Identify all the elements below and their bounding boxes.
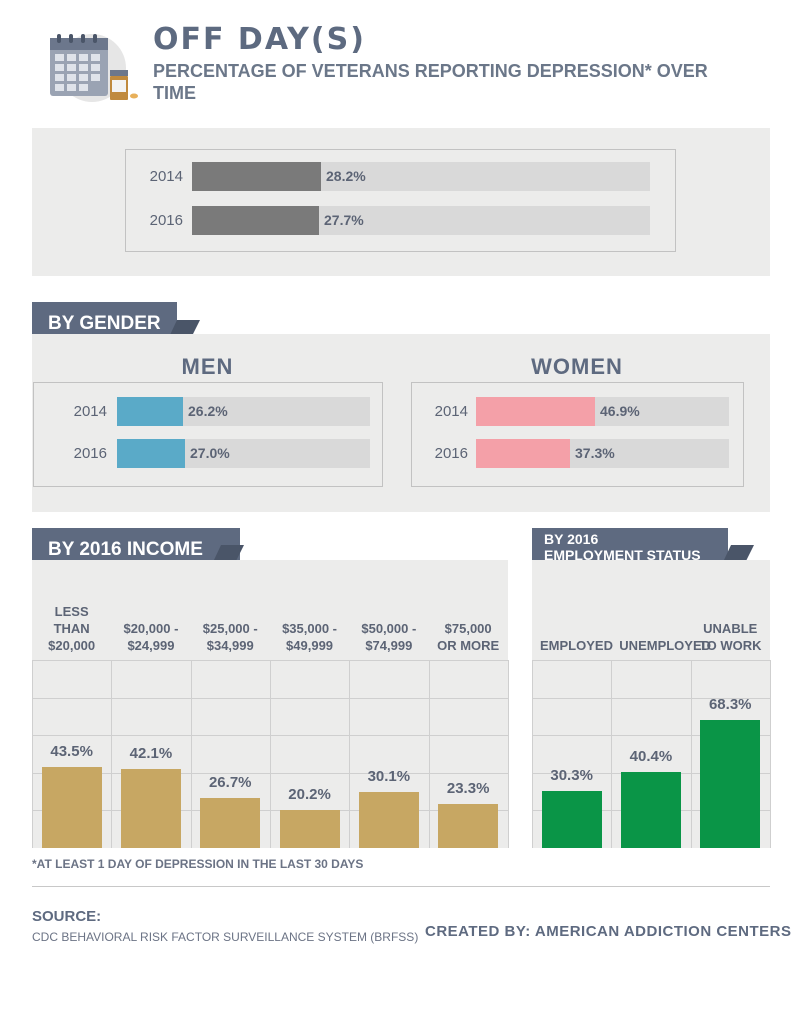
source-text: CDC BEHAVIORAL RISK FACTOR SURVEILLANCE … (32, 930, 418, 944)
women-value-label: 46.9% (600, 403, 640, 419)
overall-bar (192, 162, 321, 191)
income-value-label: 42.1% (111, 745, 190, 762)
income-grid-divider (508, 660, 509, 848)
employment-value-label: 30.3% (532, 767, 611, 784)
by-income-label: BY 2016 INCOME (48, 539, 203, 561)
income-value-label: 43.5% (32, 743, 111, 760)
header-illustration (44, 30, 144, 102)
men-heading: MEN (33, 354, 382, 380)
employment-grid-divider (691, 660, 692, 848)
income-value-label: 20.2% (270, 786, 349, 803)
employment-grid-divider (532, 660, 533, 848)
page-title: OFF DAY(S) (153, 22, 366, 57)
income-category-label: LESS THAN $20,000 (32, 603, 111, 654)
income-bar (42, 767, 102, 848)
income-bar (438, 804, 498, 848)
income-category-label: $50,000 - $74,999 (349, 620, 428, 654)
overall-year-label: 2016 (133, 212, 183, 229)
women-heading: WOMEN (411, 354, 743, 380)
income-category-label: $20,000 - $24,999 (111, 620, 190, 654)
page-subtitle: PERCENTAGE OF VETERANS REPORTING DEPRESS… (153, 60, 713, 104)
men-year-label: 2016 (57, 445, 107, 462)
calendar-icon (50, 34, 108, 96)
women-bar (476, 397, 595, 426)
income-bar (280, 810, 340, 848)
employment-bar (700, 720, 760, 848)
income-bar (121, 769, 181, 848)
employment-category-label: UNABLE TO WORK (691, 620, 770, 654)
income-grid-divider (349, 660, 350, 848)
credit-text: CREATED BY: AMERICAN ADDICTION CENTERS (425, 923, 792, 940)
men-value-label: 26.2% (188, 403, 228, 419)
overall-value-label: 28.2% (326, 168, 366, 184)
income-category-label: $25,000 - $34,999 (191, 620, 270, 654)
men-year-label: 2014 (57, 403, 107, 420)
income-value-label: 26.7% (191, 774, 270, 791)
employment-category-label: EMPLOYED (532, 637, 611, 654)
income-bar (359, 792, 419, 848)
source-heading: SOURCE: (32, 908, 101, 925)
footer-divider (32, 886, 770, 887)
pill-bottle-icon (110, 70, 138, 100)
income-grid-divider (270, 660, 271, 848)
employment-category-label: UNEMPLOYED (611, 637, 690, 654)
by-employment-label-1: BY 2016 (544, 531, 598, 547)
women-year-label: 2016 (418, 445, 468, 462)
income-value-label: 23.3% (429, 780, 508, 797)
women-value-label: 37.3% (575, 445, 615, 461)
employment-bar (621, 772, 681, 848)
income-category-label: $35,000 - $49,999 (270, 620, 349, 654)
income-grid-divider (429, 660, 430, 848)
women-bar (476, 439, 570, 468)
employment-gridline (532, 660, 770, 661)
overall-year-label: 2014 (133, 168, 183, 185)
overall-value-label: 27.7% (324, 212, 364, 228)
employment-bar (542, 791, 602, 848)
employment-value-label: 40.4% (611, 748, 690, 765)
income-category-label: $75,000 OR MORE (429, 620, 508, 654)
footnote: *AT LEAST 1 DAY OF DEPRESSION IN THE LAS… (32, 857, 363, 871)
men-bar (117, 439, 185, 468)
by-gender-label: BY GENDER (48, 313, 161, 335)
income-value-label: 30.1% (349, 768, 428, 785)
men-value-label: 27.0% (190, 445, 230, 461)
employment-value-label: 68.3% (691, 696, 770, 713)
income-bar (200, 798, 260, 848)
income-grid-divider (191, 660, 192, 848)
women-year-label: 2014 (418, 403, 468, 420)
overall-bar (192, 206, 319, 235)
men-bar (117, 397, 183, 426)
employment-grid-divider (770, 660, 771, 848)
